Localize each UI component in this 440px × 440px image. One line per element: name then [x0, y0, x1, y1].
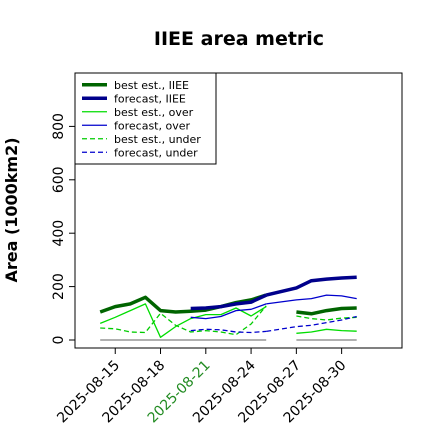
y-axis-label: Area (1000km2): [2, 137, 21, 282]
plot-frame: [74, 72, 403, 349]
legend-entry-label: best est., over: [114, 106, 194, 119]
y-tick-label: 400: [51, 220, 67, 247]
x-axis-ticks: 2025-08-152025-08-182025-08-212025-08-24…: [54, 348, 349, 426]
y-tick-label: 600: [51, 166, 67, 193]
series-line-best-est-over-5: [296, 328, 357, 334]
y-axis-ticks: 0 200 400 600 800: [51, 113, 75, 344]
legend-entry-label: forecast, IIEE: [114, 92, 186, 105]
series-line-forecast-under-10: [190, 328, 267, 334]
series-line-best-est-under-8: [100, 305, 267, 336]
y-tick-label: 800: [51, 113, 67, 140]
series-line-forecast-over-7: [266, 294, 357, 305]
y-tick-label: 0: [51, 336, 67, 345]
legend-box: [74, 72, 217, 165]
y-tick-label: 200: [51, 273, 67, 300]
series-line-best-est-under-9: [296, 315, 357, 321]
series-line-forecast-under-11: [266, 315, 357, 333]
series-line-best-est-iiee-1: [296, 306, 357, 316]
plot-area: [74, 72, 403, 349]
legend-entry-label: best est., under: [114, 133, 201, 146]
series-line-forecast-iiee-3: [265, 275, 357, 297]
series-line-forecast-iiee-2: [190, 293, 267, 311]
series-line-forecast-over-6: [190, 303, 267, 320]
legend-entry-label: best est., IIEE: [114, 79, 189, 92]
legend-entry-label: forecast, over: [114, 119, 190, 132]
series-line-best-est-over-4: [99, 303, 267, 338]
legend-entry-label: forecast, under: [114, 146, 198, 159]
chart-title: IIEE area metric: [154, 28, 324, 50]
